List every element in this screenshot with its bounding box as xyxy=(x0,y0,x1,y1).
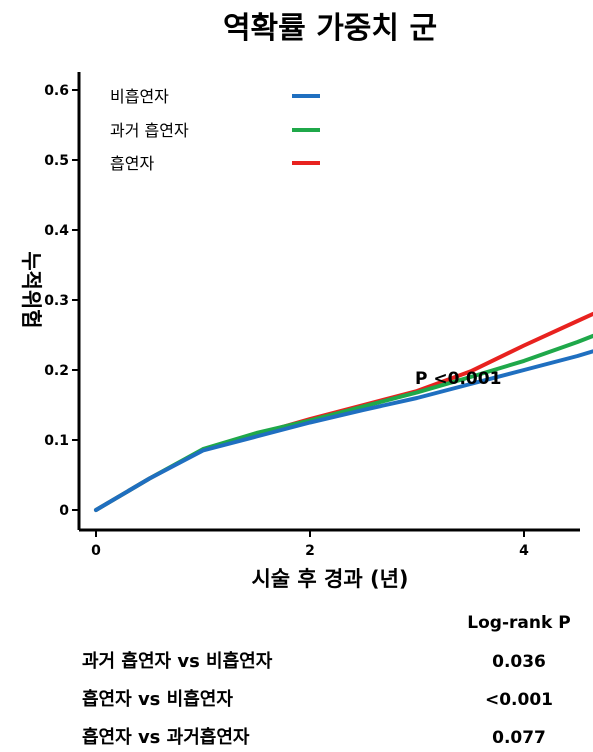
table-row-value: 0.036 xyxy=(492,652,546,672)
x-tick-label: 4 xyxy=(519,543,529,559)
series-line xyxy=(94,333,593,512)
table-row-value: 0.077 xyxy=(492,728,546,748)
y-tick-label: 0.1 xyxy=(44,433,69,449)
series-line xyxy=(94,349,593,512)
y-axis-title: 누적위험 xyxy=(19,251,43,328)
y-tick-label: 0 xyxy=(59,503,69,519)
legend-label: 비흡연자 xyxy=(110,87,169,106)
legend-label: 과거 흡연자 xyxy=(110,121,189,140)
legend-label: 흡연자 xyxy=(110,154,154,173)
table-row-label: 과거 흡연자 vs 비흡연자 xyxy=(82,650,273,672)
table-row-label: 흡연자 vs 비흡연자 xyxy=(82,688,233,710)
series-lines xyxy=(94,311,593,512)
y-tick-label: 0.5 xyxy=(44,153,69,169)
x-tick-label: 0 xyxy=(91,543,101,559)
table-header: Log-rank P xyxy=(467,613,570,633)
chart-title: 역확률 가중치 군 xyxy=(223,11,437,46)
axes xyxy=(77,72,580,532)
log-rank-table: Log-rank P 과거 흡연자 vs 비흡연자 0.036 흡연자 vs 비… xyxy=(82,613,571,748)
x-axis-ticks: 02468 xyxy=(91,530,529,559)
y-tick-label: 0.4 xyxy=(44,223,69,239)
y-tick-label: 0.2 xyxy=(44,363,69,379)
y-axis-ticks: 0 0.1 0.2 0.3 0.4 0.5 0.6 xyxy=(44,83,79,519)
x-tick-label: 2 xyxy=(305,543,315,559)
table-row-value: <0.001 xyxy=(485,690,553,710)
p-value-annotation: P <0.001 xyxy=(415,369,501,389)
series-line xyxy=(94,311,593,512)
y-tick-label: 0.6 xyxy=(44,83,69,99)
table-row-label: 흡연자 vs 과거흡연자 xyxy=(82,726,250,748)
y-tick-label: 0.3 xyxy=(44,293,69,309)
x-axis-title: 시술 후 경과 (년) xyxy=(251,567,408,591)
